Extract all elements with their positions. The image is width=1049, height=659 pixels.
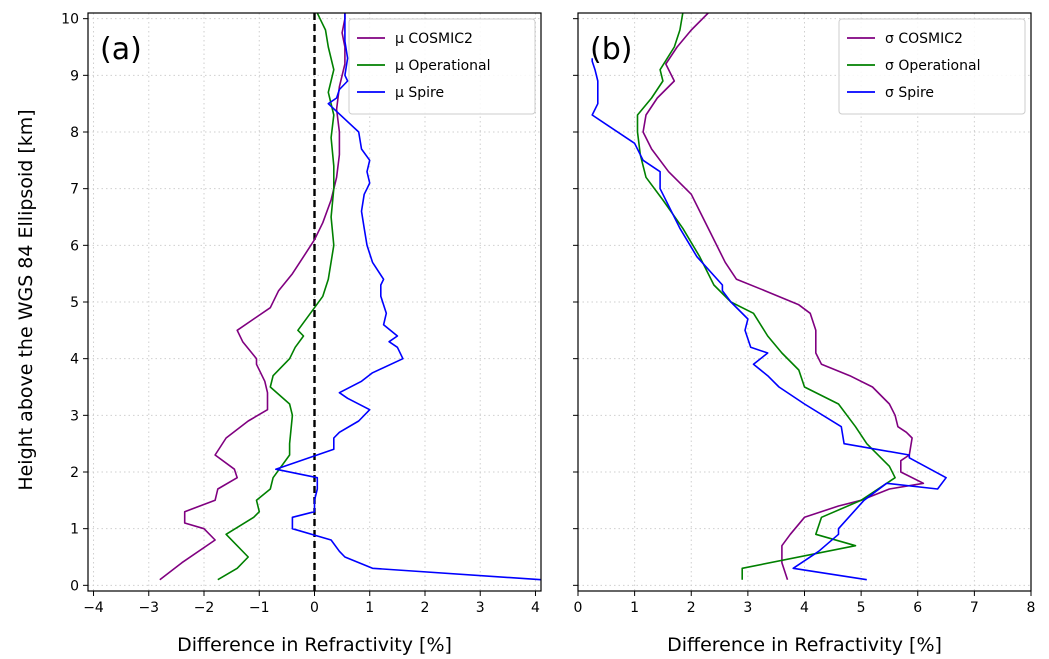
legend-entry: μ Spire [395, 85, 444, 101]
panel-b-series [591, 13, 947, 581]
panel-a-ticks: −4 −3 −2 −1 0 1 2 3 4 0 1 2 3 4 5 6 7 8 9 10 [61, 12, 540, 616]
legend-entry: μ Operational [395, 58, 491, 74]
y-tick-label: 7 [70, 182, 79, 198]
legend-box [348, 18, 536, 115]
x-tick-label: 1 [365, 600, 374, 616]
x-tick-label: 4 [531, 600, 540, 616]
y-axis-label: Height above the WGS 84 Ellipsoid [km] [15, 109, 37, 490]
x-tick-label: 3 [476, 600, 485, 616]
y-tick-label: 9 [70, 68, 79, 84]
x-tick-label: 1 [630, 600, 639, 616]
y-tick-label: 10 [61, 12, 79, 28]
x-tick-label: 0 [574, 600, 583, 616]
x-tick-label: 2 [687, 600, 696, 616]
panel-a-frame [87, 12, 542, 592]
y-tick-label: 1 [70, 522, 79, 538]
panel-a-label: (a) [100, 32, 142, 67]
x-tick-label: −2 [194, 600, 215, 616]
y-tick-label: 0 [70, 578, 79, 594]
x-tick-label: 2 [421, 600, 430, 616]
panel-a-legend: μ COSMIC2 μ Operational μ Spire [348, 18, 536, 115]
x-tick-label: 7 [970, 600, 979, 616]
series-line-2 [636, 13, 896, 580]
x-tick-label: 8 [1027, 600, 1036, 616]
legend-entry: σ Spire [885, 85, 934, 101]
y-tick-label: 4 [70, 352, 79, 368]
panel-b-x-axis-label: Difference in Refractivity [%] [667, 634, 942, 656]
x-tick-label: −4 [83, 600, 104, 616]
panel-b-frame [577, 12, 1032, 592]
y-tick-label: 2 [70, 465, 79, 481]
x-tick-label: 4 [800, 600, 809, 616]
panel-a-x-axis-label: Difference in Refractivity [%] [177, 634, 452, 656]
series-line-3 [591, 58, 947, 581]
panel-b-label: (b) [590, 32, 632, 67]
x-tick-label: 6 [913, 600, 922, 616]
x-tick-label: 5 [857, 600, 866, 616]
series-line-1 [642, 13, 925, 580]
legend-entry: σ Operational [885, 58, 980, 74]
series-line-1 [159, 13, 346, 581]
series-line-3 [274, 13, 541, 581]
x-tick-label: 3 [743, 600, 752, 616]
legend-entry: σ COSMIC2 [885, 31, 963, 47]
panel-b: 0 1 2 3 4 5 6 7 8 (b) σ COSMIC2 σ Operational σ Sp… [573, 12, 1036, 656]
y-tick-label: 6 [70, 238, 79, 254]
panel-a-series [159, 13, 541, 581]
x-tick-label: −3 [138, 600, 159, 616]
legend-entry: μ COSMIC2 [395, 31, 473, 47]
panel-b-ticks: 0 1 2 3 4 5 6 7 8 [573, 18, 1036, 616]
y-tick-label: 3 [70, 408, 79, 424]
x-tick-label: −1 [249, 600, 270, 616]
series-line-2 [217, 13, 335, 581]
y-tick-label: 5 [70, 295, 79, 311]
x-tick-label: 0 [310, 600, 319, 616]
y-tick-label: 8 [70, 125, 79, 141]
legend-box [838, 18, 1026, 115]
panel-b-legend: σ COSMIC2 σ Operational σ Spire [838, 18, 1026, 115]
